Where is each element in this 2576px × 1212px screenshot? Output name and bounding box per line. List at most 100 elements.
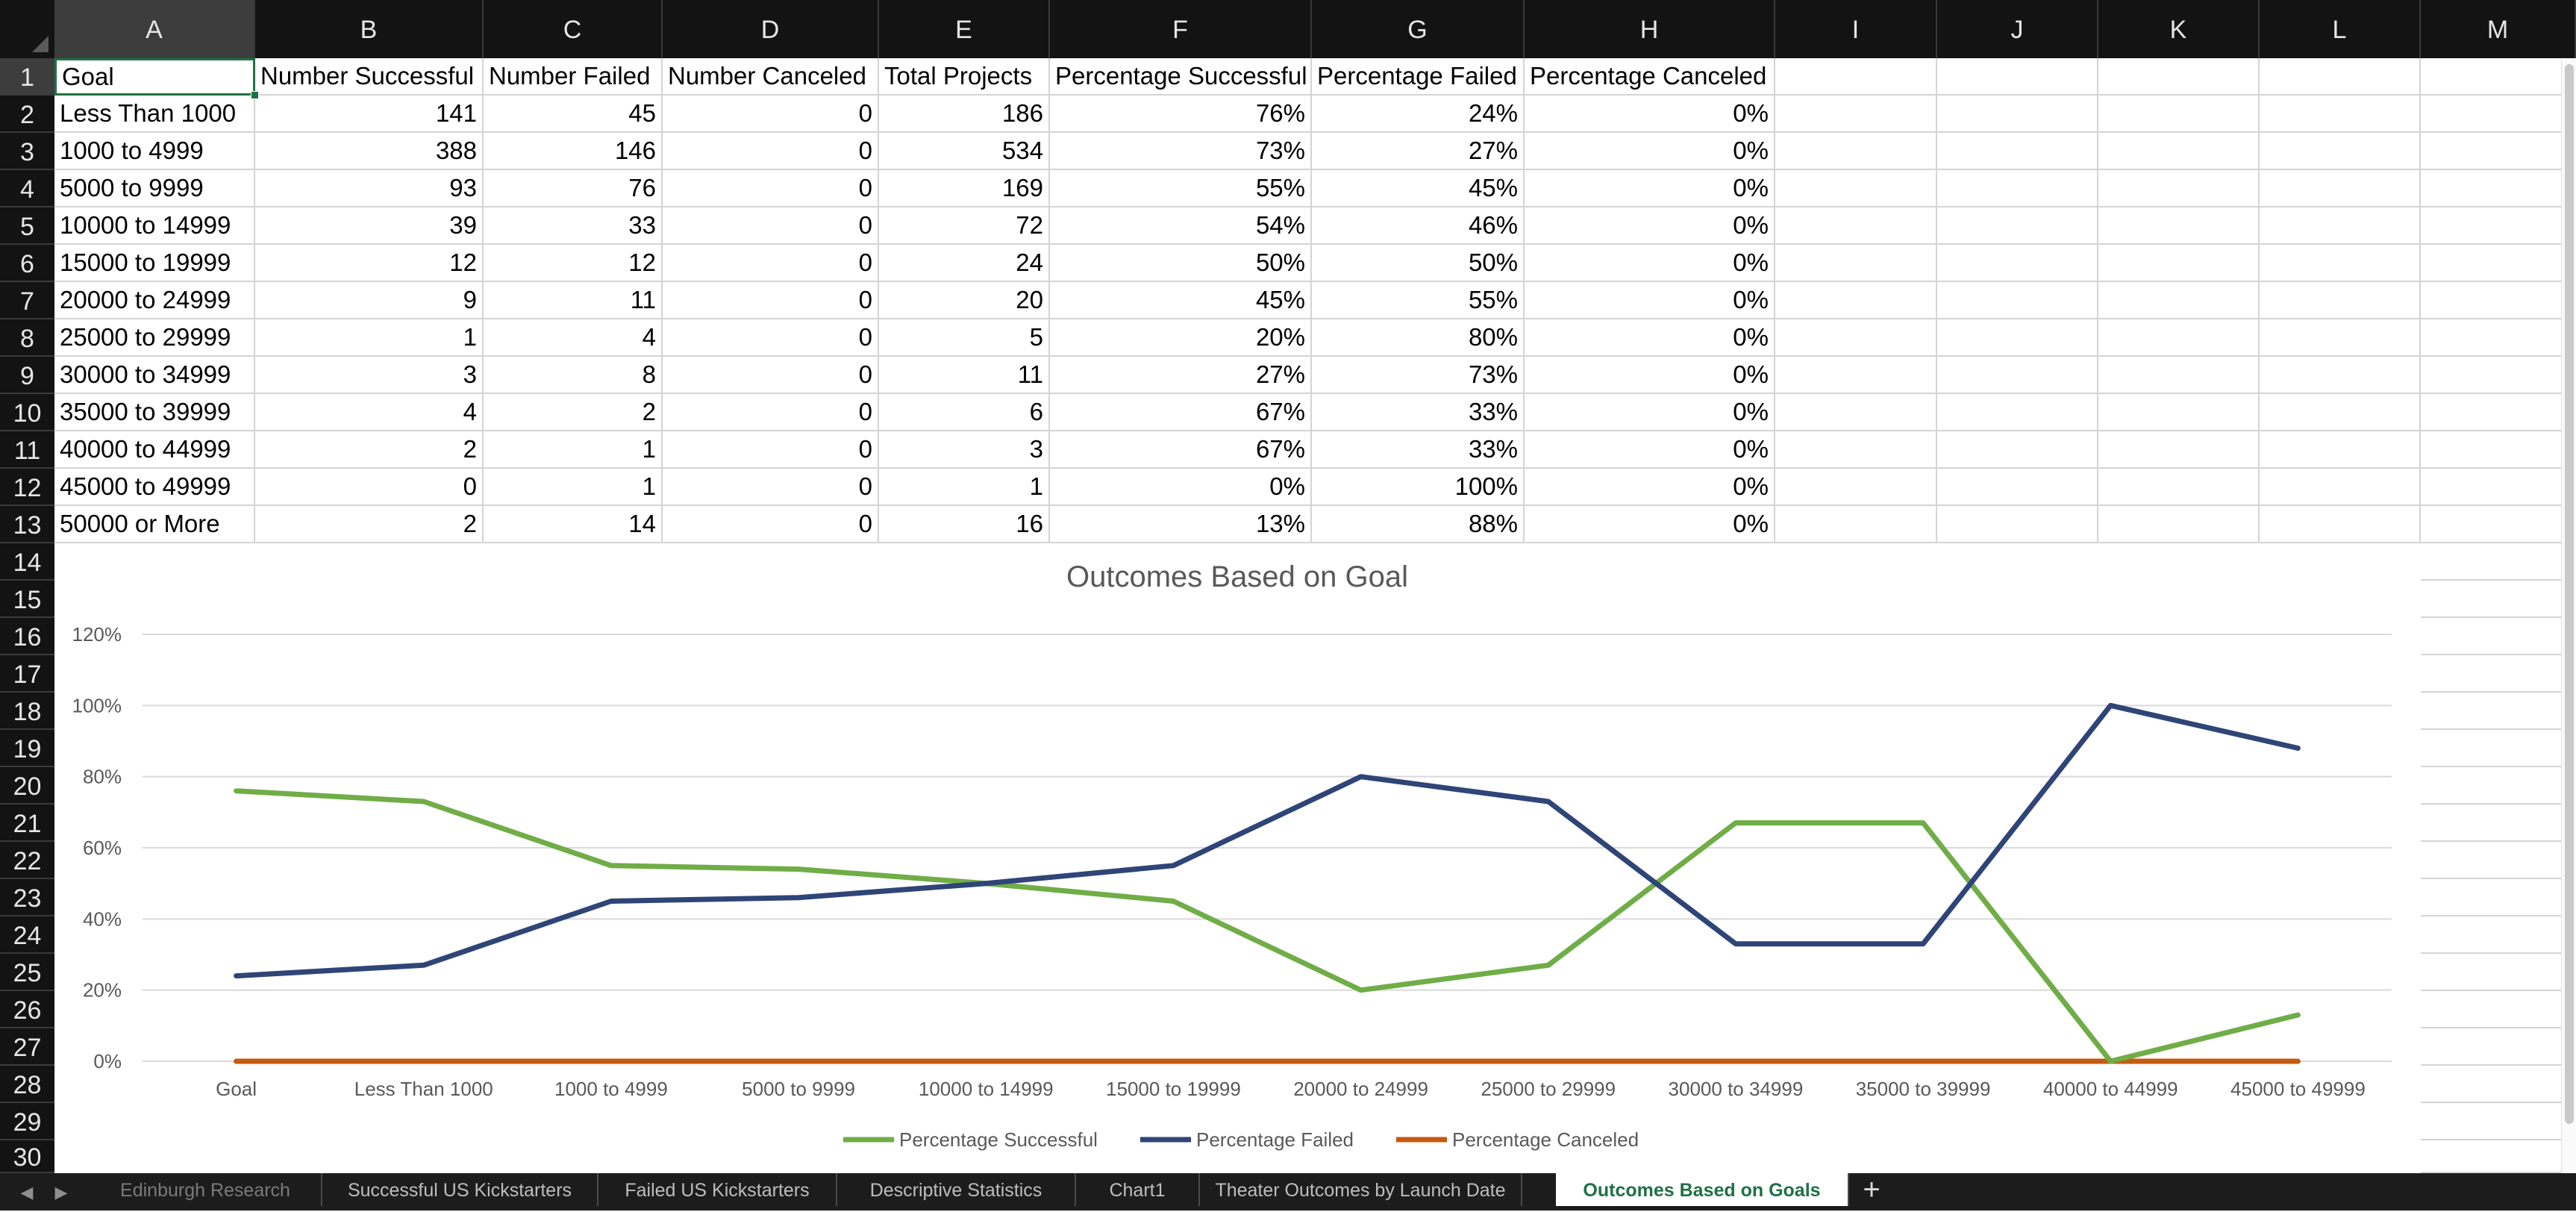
row-header-26[interactable]: 26 [0, 991, 54, 1028]
data-cell[interactable]: 25000 to 29999 [54, 319, 255, 357]
data-cell[interactable]: 73% [1050, 133, 1312, 170]
prev-sheet-button[interactable]: ◀ [20, 1183, 34, 1202]
header-cell[interactable]: Number Failed [484, 58, 663, 96]
data-cell[interactable] [2260, 394, 2421, 431]
row-header-8[interactable]: 8 [0, 319, 54, 357]
data-cell[interactable] [1937, 319, 2098, 357]
data-cell[interactable] [2421, 1028, 2576, 1066]
data-cell[interactable]: 67% [1050, 431, 1312, 469]
data-cell[interactable]: 46% [1312, 207, 1525, 245]
data-cell[interactable]: 35000 to 39999 [54, 394, 255, 431]
row-header-23[interactable]: 23 [0, 879, 54, 916]
data-cell[interactable]: 0% [1525, 170, 1775, 207]
row-header-21[interactable]: 21 [0, 805, 54, 842]
data-cell[interactable] [2260, 245, 2421, 282]
data-cell[interactable]: 2 [255, 431, 484, 469]
data-cell[interactable]: 0% [1525, 394, 1775, 431]
data-cell[interactable]: 11 [484, 282, 663, 319]
data-cell[interactable] [1937, 133, 2098, 170]
data-cell[interactable] [2098, 394, 2260, 431]
header-cell[interactable]: Number Successful [255, 58, 484, 96]
row-header-2[interactable]: 2 [0, 96, 54, 133]
add-sheet-button[interactable]: + [1863, 1173, 1881, 1206]
data-cell[interactable] [2098, 133, 2260, 170]
data-cell[interactable]: 12 [255, 245, 484, 282]
header-cell[interactable]: Number Canceled [663, 58, 879, 96]
scrollbar-thumb[interactable] [2565, 64, 2574, 1124]
data-cell[interactable] [2421, 693, 2576, 730]
column-header-j[interactable]: J [1937, 0, 2098, 58]
data-cell[interactable]: 169 [879, 170, 1050, 207]
data-cell[interactable]: 50% [1050, 245, 1312, 282]
data-cell[interactable] [2260, 282, 2421, 319]
header-cell[interactable] [2260, 58, 2421, 96]
data-cell[interactable]: 0 [663, 170, 879, 207]
data-cell[interactable] [1937, 282, 2098, 319]
data-cell[interactable]: 1 [255, 319, 484, 357]
data-cell[interactable] [2098, 506, 2260, 543]
data-cell[interactable] [2421, 282, 2576, 319]
data-cell[interactable]: 0 [663, 319, 879, 357]
data-cell[interactable] [2098, 319, 2260, 357]
data-cell[interactable]: 20% [1050, 319, 1312, 357]
column-header-m[interactable]: M [2421, 0, 2576, 58]
data-cell[interactable]: 88% [1312, 506, 1525, 543]
data-cell[interactable]: 27% [1050, 357, 1312, 394]
data-cell[interactable] [1937, 357, 2098, 394]
data-cell[interactable] [1775, 96, 1937, 133]
data-cell[interactable]: 5 [879, 319, 1050, 357]
data-cell[interactable] [2421, 730, 2576, 767]
data-cell[interactable] [2421, 1140, 2576, 1173]
data-cell[interactable]: 0% [1525, 133, 1775, 170]
data-cell[interactable] [2098, 207, 2260, 245]
sheet-tab[interactable]: Chart1 [1076, 1173, 1200, 1206]
cell-grid[interactable]: Goal Number Successful Number Failed Number… [54, 58, 2576, 1173]
row-header-27[interactable]: 27 [0, 1028, 54, 1066]
data-cell[interactable]: 39 [255, 207, 484, 245]
data-cell[interactable]: 33 [484, 207, 663, 245]
data-cell[interactable]: 8 [484, 357, 663, 394]
data-cell[interactable] [1775, 319, 1937, 357]
row-header-16[interactable]: 16 [0, 618, 54, 655]
data-cell[interactable] [2260, 170, 2421, 207]
data-cell[interactable]: 15000 to 19999 [54, 245, 255, 282]
row-header-11[interactable]: 11 [0, 431, 54, 469]
data-cell[interactable] [1775, 170, 1937, 207]
sheet-tab[interactable]: Failed US Kickstarters [598, 1173, 837, 1206]
row-header-1[interactable]: 1 [0, 58, 54, 96]
row-header-9[interactable]: 9 [0, 357, 54, 394]
row-header-19[interactable]: 19 [0, 730, 54, 767]
data-cell[interactable]: 1 [484, 469, 663, 506]
data-cell[interactable]: 67% [1050, 394, 1312, 431]
data-cell[interactable] [2260, 506, 2421, 543]
next-sheet-button[interactable]: ▶ [54, 1183, 68, 1202]
data-cell[interactable]: 30000 to 34999 [54, 357, 255, 394]
row-header-30[interactable]: 30 [0, 1140, 54, 1173]
data-cell[interactable] [1937, 506, 2098, 543]
data-cell[interactable] [1775, 469, 1937, 506]
column-header-k[interactable]: K [2098, 0, 2260, 58]
data-cell[interactable] [2098, 170, 2260, 207]
fill-handle[interactable] [251, 91, 259, 99]
data-cell[interactable]: 0% [1525, 431, 1775, 469]
data-cell[interactable]: 45% [1312, 170, 1525, 207]
header-cell[interactable]: Goal [54, 58, 255, 96]
data-cell[interactable]: 33% [1312, 394, 1525, 431]
data-cell[interactable]: Less Than 1000 [54, 96, 255, 133]
data-cell[interactable] [1775, 133, 1937, 170]
data-cell[interactable]: 0 [663, 245, 879, 282]
sheet-tab[interactable]: Outcomes Based on Goals [1556, 1173, 1849, 1206]
data-cell[interactable]: 55% [1050, 170, 1312, 207]
data-cell[interactable]: 14 [484, 506, 663, 543]
data-cell[interactable]: 24% [1312, 96, 1525, 133]
data-cell[interactable]: 76% [1050, 96, 1312, 133]
data-cell[interactable]: 2 [484, 394, 663, 431]
data-cell[interactable] [2421, 767, 2576, 805]
data-cell[interactable] [2421, 991, 2576, 1028]
column-header-i[interactable]: I [1775, 0, 1937, 58]
data-cell[interactable] [2098, 357, 2260, 394]
data-cell[interactable]: 1 [484, 431, 663, 469]
data-cell[interactable]: 0% [1525, 282, 1775, 319]
row-header-22[interactable]: 22 [0, 842, 54, 879]
data-cell[interactable]: 5000 to 9999 [54, 170, 255, 207]
